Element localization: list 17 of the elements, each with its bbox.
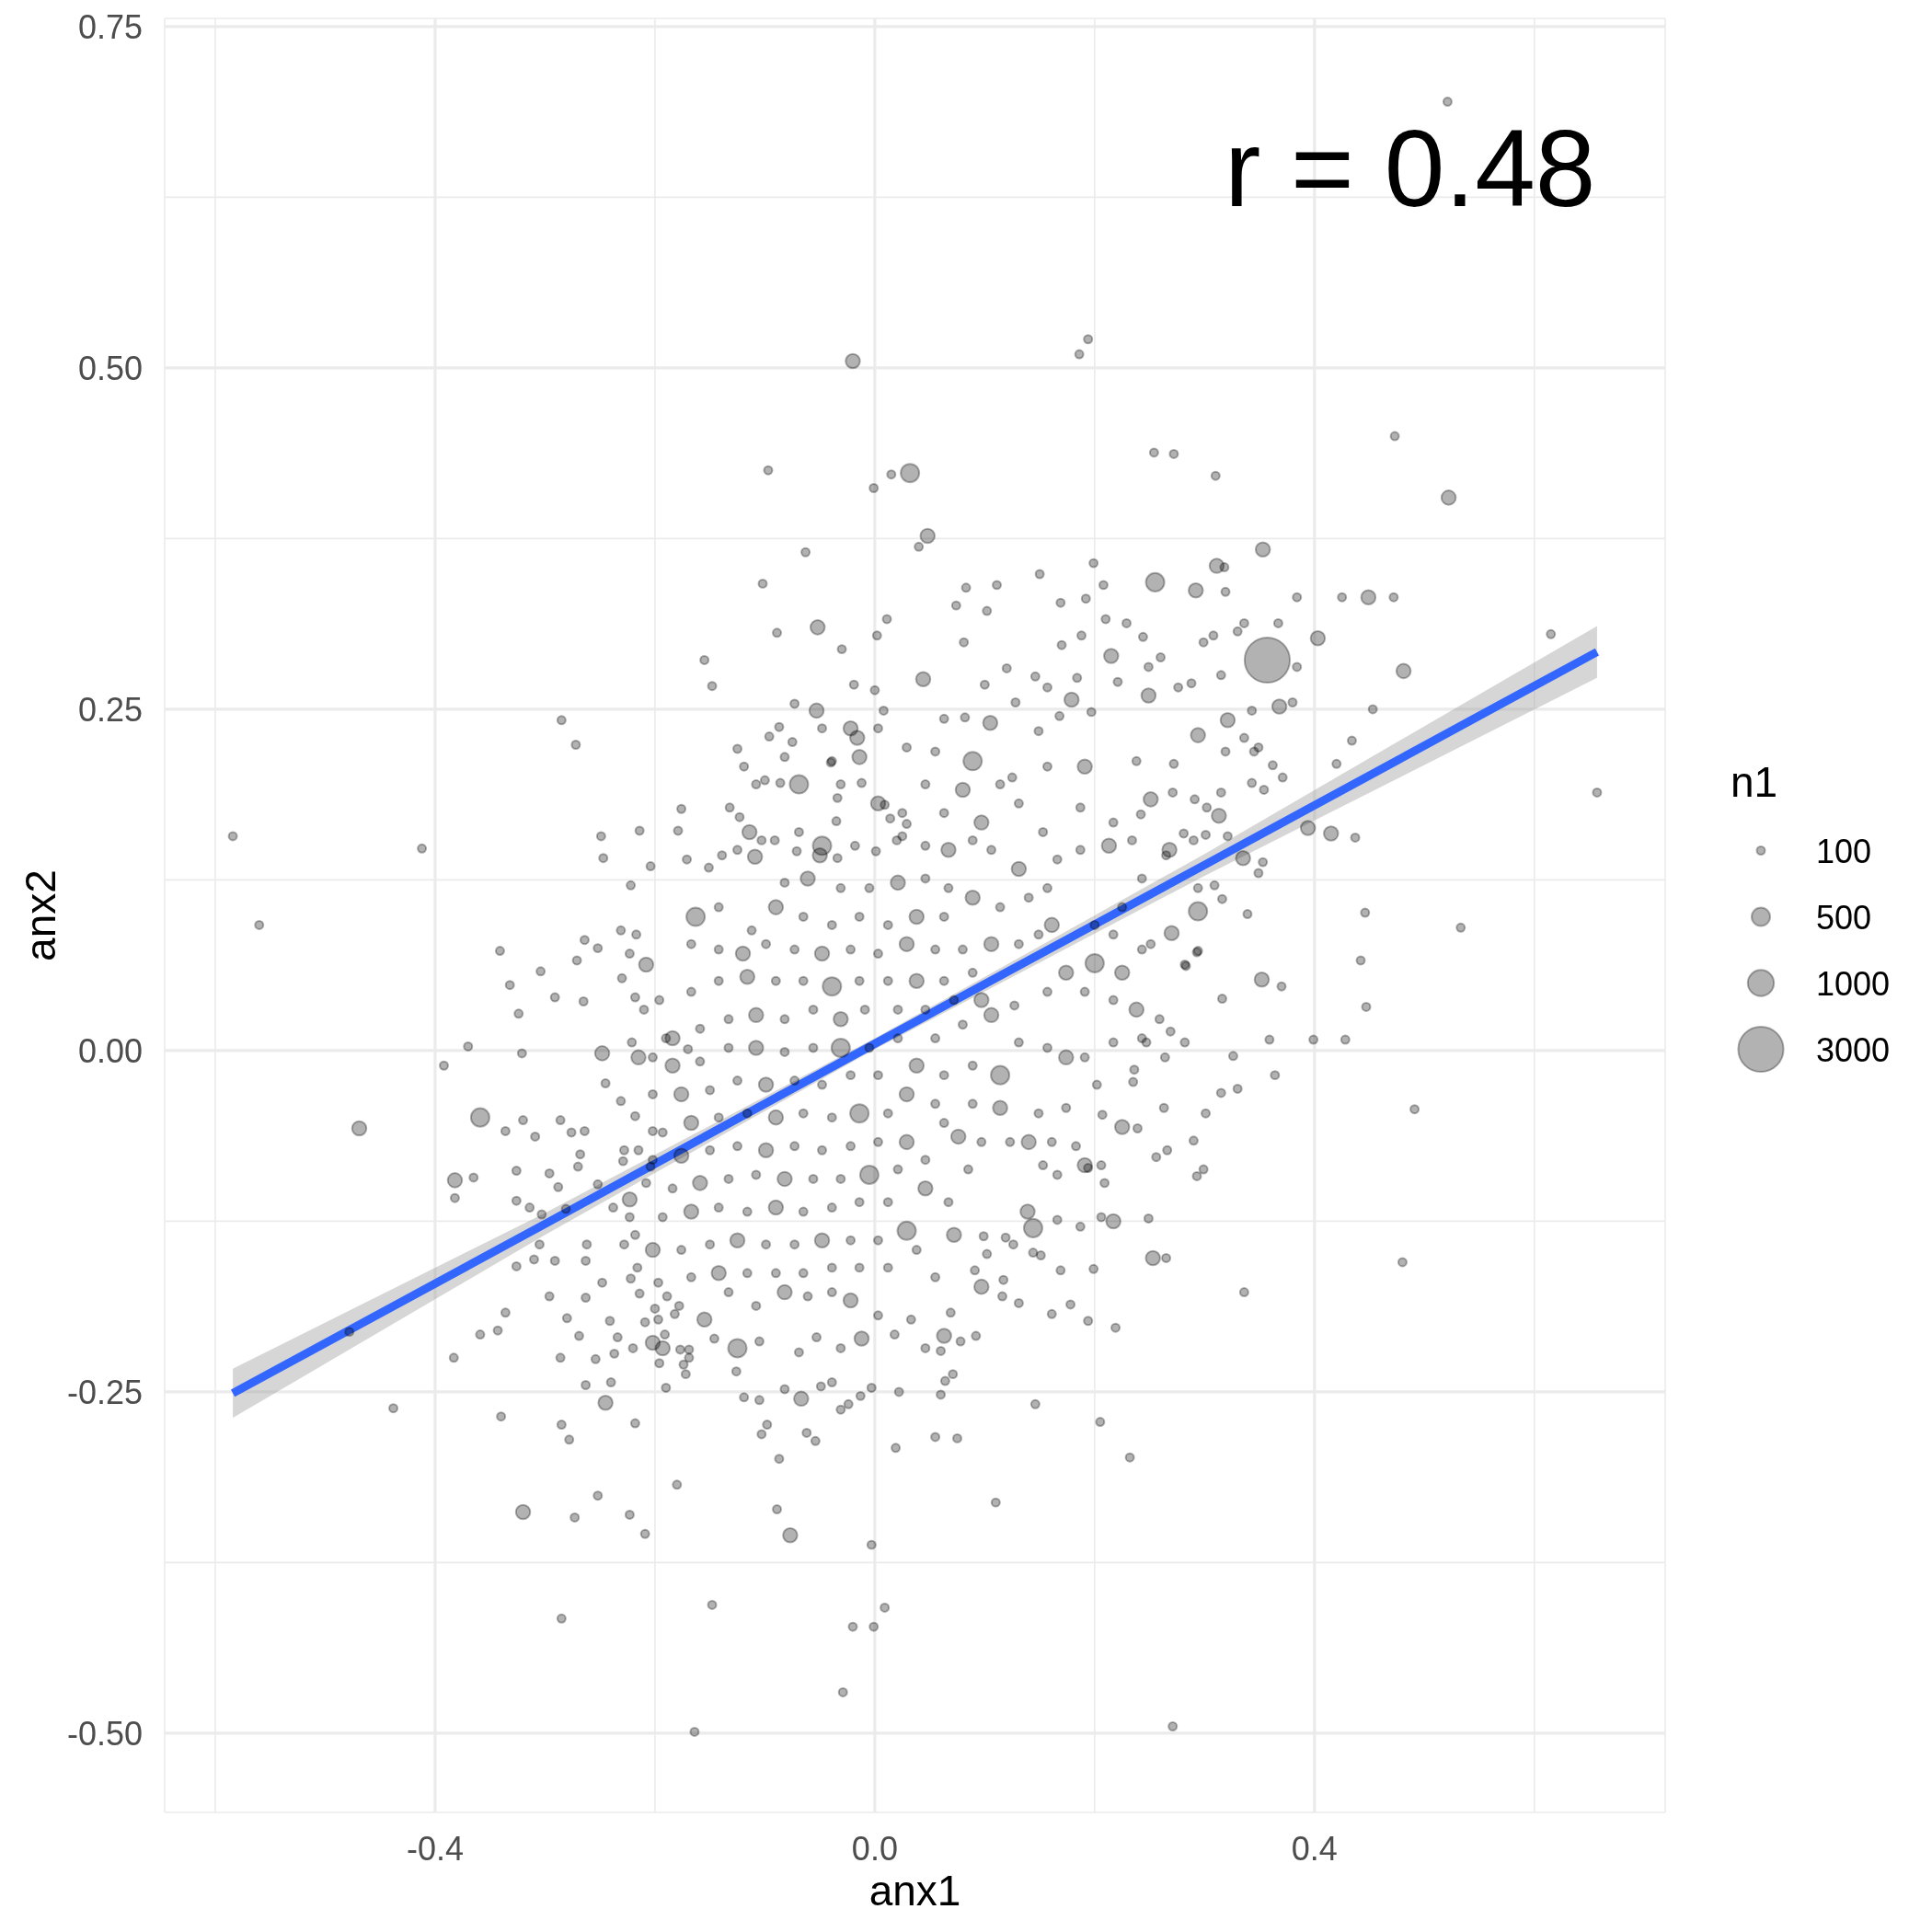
y-tick-label: 0.00 <box>77 1031 143 1070</box>
x-axis-title: anx1 <box>868 1867 961 1915</box>
y-tick-label: -0.25 <box>66 1373 143 1411</box>
legend-label: 1000 <box>1816 964 1891 1002</box>
y-tick-label: 0.25 <box>77 690 143 729</box>
y-axis-title: anx2 <box>17 869 64 961</box>
annotation: r = 0.48 <box>1225 108 1596 229</box>
y-tick-label: 0.50 <box>77 349 143 387</box>
y-tick-label: -0.50 <box>66 1714 143 1753</box>
y-tick-label: 0.75 <box>77 7 143 46</box>
x-tick-label: -0.4 <box>406 1829 464 1868</box>
x-tick-label: 0.0 <box>851 1829 898 1868</box>
legend-title: n1 <box>1731 757 1778 806</box>
legend-label: 100 <box>1816 832 1872 869</box>
legend-label: 500 <box>1816 898 1872 936</box>
legend-label: 3000 <box>1816 1030 1891 1068</box>
x-tick-label: 0.4 <box>1291 1829 1338 1868</box>
